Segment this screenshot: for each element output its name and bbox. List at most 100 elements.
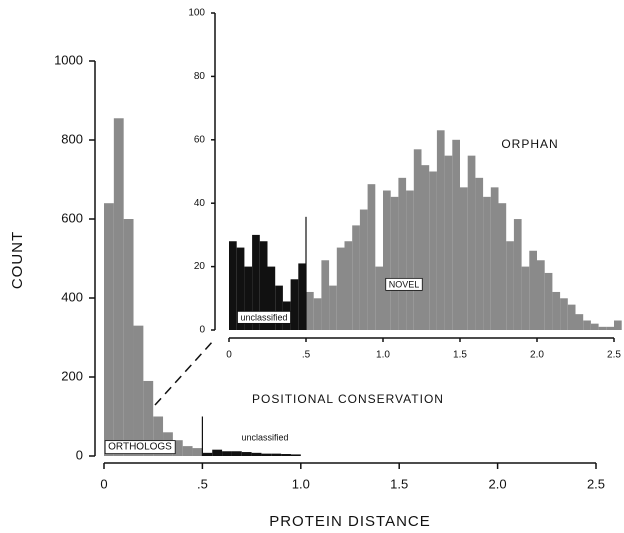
histogram-bar	[298, 263, 306, 330]
x-tick-label: 2.0	[530, 350, 544, 361]
x-tick-label: 1.0	[376, 350, 390, 361]
histogram-bar	[133, 325, 144, 456]
histogram-bar	[290, 454, 301, 456]
annotation-box	[104, 440, 176, 455]
histogram-bar	[452, 139, 460, 330]
histogram-bar	[336, 247, 345, 330]
histogram-bar	[222, 451, 232, 456]
y-tick-label: 400	[61, 289, 83, 304]
zoom-connector	[154, 339, 215, 406]
histogram-bar	[421, 165, 430, 330]
x-tick-label: .5	[197, 476, 208, 491]
histogram-bar	[271, 453, 282, 456]
histogram-bar	[241, 452, 252, 456]
histogram-bar	[306, 291, 314, 330]
x-tick-label: 0	[226, 350, 232, 361]
y-tick-label: 80	[194, 71, 206, 82]
annotation: unclassified	[240, 312, 287, 322]
histogram-bar	[390, 196, 399, 330]
histogram-bar	[359, 209, 368, 330]
histogram-bar	[521, 266, 530, 330]
y-tick-label: 200	[61, 368, 83, 383]
histogram-bar	[290, 279, 299, 330]
histogram-bar	[575, 314, 584, 330]
histogram-bar	[275, 285, 283, 330]
histogram-bar	[460, 187, 468, 330]
annotation: ORPHAN	[501, 137, 558, 151]
histogram-bar	[444, 155, 453, 330]
histogram-bar	[398, 177, 407, 330]
histogram-bar	[329, 285, 337, 330]
annotation: POSITIONAL CONSERVATION	[252, 392, 444, 406]
histogram-bar	[153, 416, 164, 456]
histogram-bar	[436, 130, 445, 330]
y-tick-label: 20	[194, 261, 206, 272]
x-tick-label: 2.5	[587, 476, 605, 491]
annotation: ORTHOLOGS	[108, 442, 172, 453]
annotation-box	[385, 277, 423, 291]
y-tick-label: 600	[61, 210, 83, 225]
histogram-bar	[259, 241, 268, 330]
y-tick-label: 0	[199, 325, 205, 336]
histogram-bar	[123, 219, 134, 456]
histogram-bar	[483, 196, 491, 330]
histogram-bar	[429, 171, 437, 330]
x-tick-label: .5	[302, 350, 311, 361]
x-tick-label: 2.5	[607, 350, 621, 361]
x-tick-label: 1.0	[292, 476, 310, 491]
histogram-bar	[490, 187, 499, 330]
histogram-bar	[251, 452, 262, 456]
x-tick-label: 0	[100, 476, 107, 491]
x-tick-label: 1.5	[453, 350, 467, 361]
histogram-bar	[513, 219, 522, 330]
histogram-bar	[212, 449, 223, 456]
histogram-bar	[614, 320, 622, 330]
histogram-bar	[590, 323, 599, 330]
x-axis-label: PROTEIN DISTANCE	[269, 513, 431, 530]
histogram-bar	[598, 326, 607, 330]
histogram-bar	[192, 448, 203, 456]
histogram-bar	[352, 225, 360, 330]
annotation: unclassified	[241, 432, 288, 442]
histogram-bar	[281, 454, 291, 456]
histogram-bar	[560, 298, 568, 330]
histogram-bar	[475, 177, 484, 330]
histogram-bar	[182, 446, 193, 456]
x-tick-label: 2.0	[489, 476, 507, 491]
histogram-bar	[143, 380, 154, 456]
y-tick-label: 0	[76, 447, 83, 462]
histogram-bar	[498, 203, 507, 330]
y-tick-label: 60	[194, 134, 206, 145]
histogram-bar	[467, 155, 476, 330]
annotation-box	[237, 310, 291, 324]
histogram-bar	[113, 118, 124, 457]
y-tick-label: 40	[194, 198, 206, 209]
histogram-bar	[583, 320, 591, 330]
histogram-bar	[229, 241, 237, 330]
histogram-bar	[367, 184, 376, 330]
x-tick-label: 1.5	[390, 476, 408, 491]
annotation: NOVEL	[389, 279, 420, 289]
histogram-bar	[375, 266, 383, 330]
histogram-bar	[231, 451, 242, 456]
histogram-bar	[202, 452, 213, 456]
histogram-bar	[252, 234, 260, 330]
histogram-bar	[529, 250, 537, 330]
y-tick-label: 1000	[54, 52, 83, 67]
histogram-bar	[537, 260, 545, 330]
histogram-bar	[313, 298, 322, 330]
y-tick-label: 100	[188, 8, 205, 19]
y-axis-label: COUNT	[9, 231, 26, 289]
histogram-bar	[406, 190, 414, 330]
histogram-bar	[172, 440, 183, 456]
histogram-bar	[567, 304, 576, 330]
histogram-bar	[267, 266, 276, 330]
histogram-bar	[383, 190, 391, 330]
histogram-bar	[261, 453, 272, 456]
histogram-bar	[552, 291, 561, 330]
histogram-bar	[236, 247, 245, 330]
histogram-bar	[321, 260, 330, 330]
histogram-bar	[413, 149, 422, 330]
histogram-bar	[344, 241, 353, 330]
